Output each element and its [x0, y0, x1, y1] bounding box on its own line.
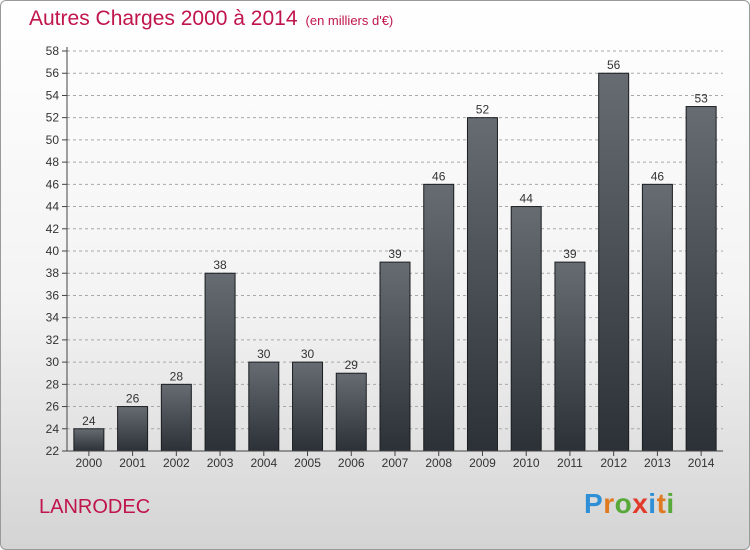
x-tick-label: 2011 — [557, 456, 583, 470]
y-tick-label: 46 — [46, 177, 60, 191]
logo-letter: i — [666, 488, 675, 519]
x-tick-label: 2009 — [469, 456, 496, 470]
y-tick-label: 22 — [46, 444, 60, 458]
data-label: 28 — [170, 369, 184, 383]
x-tick-label: 2010 — [513, 456, 540, 470]
y-tick-label: 32 — [46, 333, 60, 347]
x-tick-label: 2002 — [163, 456, 190, 470]
logo-letter: r — [603, 488, 615, 519]
y-tick-label: 38 — [46, 266, 60, 280]
data-label: 44 — [520, 192, 534, 206]
bar — [379, 261, 411, 452]
y-tick-label: 52 — [46, 111, 60, 125]
y-tick-label: 44 — [46, 200, 60, 214]
x-tick-label: 2008 — [425, 456, 452, 470]
bar — [248, 361, 280, 452]
data-label: 39 — [388, 247, 402, 261]
x-tick-label: 2007 — [382, 456, 409, 470]
data-label: 26 — [126, 392, 140, 406]
bar — [598, 72, 630, 452]
bar — [117, 406, 149, 452]
y-tick-label: 50 — [46, 133, 60, 147]
data-label: 30 — [257, 347, 271, 361]
data-label: 46 — [432, 169, 446, 183]
chart-title: Autres Charges 2000 à 2014 (en milliers d… — [29, 7, 393, 31]
logo-letter: t — [656, 488, 667, 519]
axes — [66, 47, 723, 452]
bar — [510, 206, 542, 452]
data-label: 30 — [301, 347, 315, 361]
x-tick-label: 2000 — [76, 456, 103, 470]
y-tick-label: 24 — [46, 422, 60, 436]
bars — [73, 72, 717, 452]
y-tick-label: 48 — [46, 155, 60, 169]
y-tick-label: 26 — [46, 400, 60, 414]
x-tick-label: 2013 — [644, 456, 671, 470]
y-tick-label: 56 — [46, 66, 60, 80]
data-labels: 24 26 28 38 30 30 29 39 46 52 44 39 56 46 53 — [82, 58, 708, 428]
y-tick-label: 54 — [46, 88, 60, 102]
x-tick-label: 2006 — [338, 456, 365, 470]
y-tick-label: 30 — [46, 355, 60, 369]
y-tick-label: 42 — [46, 222, 60, 236]
bar — [204, 272, 236, 452]
y-tick-label: 58 — [46, 44, 60, 58]
chart-title-main: Autres Charges 2000 à 2014 — [29, 7, 298, 30]
bar — [335, 372, 367, 452]
data-label: 24 — [82, 414, 96, 428]
x-axis-ticks: 2000 2001 2002 2003 2004 2005 2006 2007 2008 2009… — [76, 451, 715, 470]
x-tick-label: 2001 — [119, 456, 146, 470]
data-label: 29 — [345, 358, 359, 372]
x-tick-label: 2012 — [600, 456, 627, 470]
logo-letter: i — [648, 488, 657, 519]
bar — [554, 261, 586, 452]
y-tick-label: 36 — [46, 288, 60, 302]
data-label: 46 — [651, 169, 665, 183]
data-label: 39 — [563, 247, 577, 261]
place-name: LANRODEC — [39, 496, 151, 518]
bar — [685, 106, 717, 452]
bar — [160, 383, 192, 452]
data-label: 52 — [476, 103, 490, 117]
data-label: 53 — [694, 92, 708, 106]
y-tick-label: 34 — [46, 311, 60, 325]
bar — [292, 361, 324, 452]
logo-letter: x — [632, 488, 649, 519]
logo-letter: P — [584, 488, 604, 519]
x-tick-label: 2005 — [294, 456, 321, 470]
y-axis-ticks: 22 24 26 28 30 32 34 36 38 40 42 44 46 48 50 52 54 56 58 — [46, 44, 67, 458]
bar — [423, 183, 455, 452]
logo-letter: o — [614, 488, 633, 519]
bar — [466, 117, 498, 452]
x-tick-label: 2014 — [688, 456, 715, 470]
y-tick-label: 28 — [46, 377, 60, 391]
bar — [641, 183, 673, 452]
bar — [73, 428, 105, 452]
x-tick-label: 2003 — [207, 456, 234, 470]
data-label: 56 — [607, 58, 621, 72]
data-label: 38 — [213, 258, 227, 272]
proxiti-logo: Proxiti — [584, 488, 675, 520]
chart-subtitle: (en milliers d'€) — [305, 13, 394, 28]
x-tick-label: 2004 — [250, 456, 277, 470]
y-tick-label: 40 — [46, 244, 60, 258]
